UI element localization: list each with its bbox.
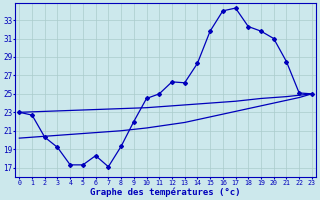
X-axis label: Graphe des températures (°c): Graphe des températures (°c) [90, 187, 241, 197]
